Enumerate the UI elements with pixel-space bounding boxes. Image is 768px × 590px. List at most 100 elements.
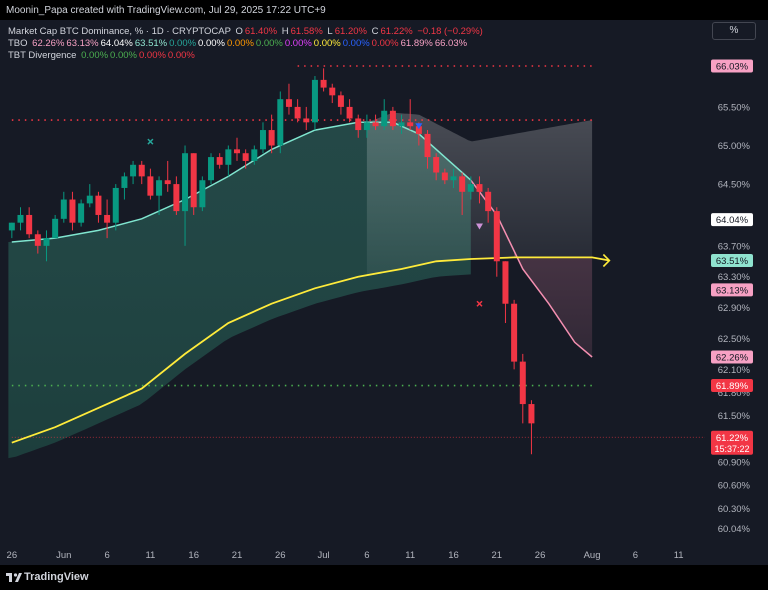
candle-body <box>147 176 154 196</box>
legend-main-item: 61.40% <box>244 26 278 37</box>
legend-tbt-item: 0.00% <box>167 50 195 61</box>
candle-body <box>199 180 206 208</box>
candle-body <box>303 118 310 123</box>
price-tick-label: 60.30% <box>718 504 751 515</box>
legend-tbo-item: 63.51% <box>134 38 168 49</box>
time-tick-label: Jul <box>318 550 330 561</box>
candle-body <box>441 172 448 181</box>
candle-body <box>355 118 362 131</box>
cross-marker <box>476 300 483 307</box>
credit-text: Moonin_Papa created with TradingView.com… <box>6 5 326 16</box>
legend-tbo[interactable]: TBO 62.26% 63.13% 64.04% 63.51% 0.00% 0.00% 0.… <box>8 38 469 49</box>
candle-body <box>69 199 76 223</box>
time-tick-label: 6 <box>104 550 109 561</box>
candle-body <box>112 187 119 223</box>
last-price-text: 61.22% <box>716 433 749 444</box>
legend-main-item: −0.18 (−0.29%) <box>414 26 483 37</box>
price-tick-label: 65.50% <box>718 102 751 113</box>
candles <box>8 68 535 455</box>
price-label-text: 62.26% <box>716 352 749 363</box>
candle-body <box>60 199 67 219</box>
candle-body <box>43 238 50 246</box>
legend-tbt-item: 0.00% <box>110 50 137 61</box>
candle-body <box>294 106 301 119</box>
candle-body <box>8 222 15 231</box>
price-label-box <box>711 213 753 227</box>
candle-body <box>268 130 275 146</box>
legend-tbt-item: TBT Divergence <box>8 50 80 61</box>
legend-main-item: 61.20% <box>334 26 367 37</box>
footer-bar <box>0 565 768 590</box>
legend-main-item: 61.22% <box>380 26 413 37</box>
candle-body <box>52 218 59 239</box>
tradingview-logo-icon <box>6 573 22 582</box>
price-label-box <box>711 254 753 268</box>
legend-main[interactable]: Market Cap BTC Dominance, % · 1D · CRYPT… <box>8 26 485 37</box>
tradingview-brand: TradingView <box>24 571 89 583</box>
price-chart[interactable]: 65.50% 65.00% 64.50% 63.70% 63.30% 62.90% 62.5… <box>0 0 768 565</box>
candle-body <box>104 214 111 223</box>
legend-main-item: Market Cap BTC Dominance, % · 1D · CRYPT… <box>8 26 234 37</box>
candle-body <box>277 99 284 146</box>
candle-body <box>346 106 353 119</box>
legend-tbo-item: 63.13% <box>66 38 99 49</box>
candle-body <box>26 214 33 235</box>
time-tick-label: 11 <box>674 550 684 561</box>
time-tick-label: 21 <box>232 550 243 561</box>
triangle-marker <box>475 223 483 230</box>
candle-body <box>234 149 240 154</box>
candle-body <box>511 303 518 362</box>
pink-cloud <box>514 251 593 357</box>
candle-body <box>407 122 414 127</box>
candle-body <box>208 157 215 181</box>
price-label-text: 66.03% <box>716 61 749 72</box>
price-tick-label: 62.90% <box>718 303 751 314</box>
candle-body <box>34 234 41 246</box>
slow-line <box>11 256 610 444</box>
time-tick-label: 16 <box>448 550 459 561</box>
candle-body <box>86 195 93 204</box>
price-label-text: 63.13% <box>716 285 749 296</box>
candle-body <box>216 157 223 165</box>
candle-body <box>337 95 344 107</box>
candle-body <box>519 361 526 405</box>
candle-body <box>433 157 440 173</box>
candle-body <box>459 176 466 192</box>
signal-markers <box>147 123 483 307</box>
price-tick-label: 63.30% <box>718 272 751 283</box>
price-label-box <box>711 379 753 393</box>
legend-main-item: 61.58% <box>290 26 323 37</box>
candle-body <box>329 87 336 96</box>
legend-tbo-item: 0.00% <box>371 38 399 49</box>
green-cloud <box>8 122 471 459</box>
price-label-text: 63.51% <box>716 256 749 267</box>
candle-body <box>320 79 327 88</box>
candle-body <box>476 184 483 192</box>
scale-percent-button[interactable]: % <box>712 22 756 40</box>
legend-main-item: H <box>279 26 289 37</box>
candle-body <box>259 130 266 150</box>
time-axis[interactable]: 26 Jun 6 11 16 21 26 Jul 6 11 16 21 26 Aug 6 11 <box>7 550 684 561</box>
candle-body <box>424 133 431 158</box>
candle-body <box>78 203 85 223</box>
slow-line-arrow <box>602 253 611 268</box>
time-tick-label: 26 <box>7 550 18 561</box>
candle-body <box>381 110 388 127</box>
candle-body <box>363 122 370 131</box>
last-price-box <box>711 430 753 455</box>
price-label-box <box>711 350 753 364</box>
candle-body <box>372 122 379 127</box>
price-tick-label: 61.50% <box>718 411 751 422</box>
price-axis[interactable]: 65.50% 65.00% 64.50% 63.70% 63.30% 62.90% 62.5… <box>718 102 751 534</box>
candle-body <box>130 164 137 177</box>
candle-body <box>173 184 180 212</box>
top-bar <box>0 0 768 20</box>
legend-tbo-item: 0.00% <box>169 38 197 49</box>
time-tick-label: 16 <box>188 550 199 561</box>
time-tick-label: 6 <box>633 550 638 561</box>
legend-tbo-item: 0.00% <box>313 38 341 49</box>
price-labels: 66.03% 64.04% 63.51% 63.13% 62.26% 61.89% 61.2… <box>711 59 753 455</box>
legend-tbo-item: 0.00% <box>255 38 283 49</box>
legend-tbt[interactable]: TBT Divergence 0.00% 0.00% 0.00% 0.00% <box>8 50 197 61</box>
legend-main-item: C <box>368 26 379 37</box>
